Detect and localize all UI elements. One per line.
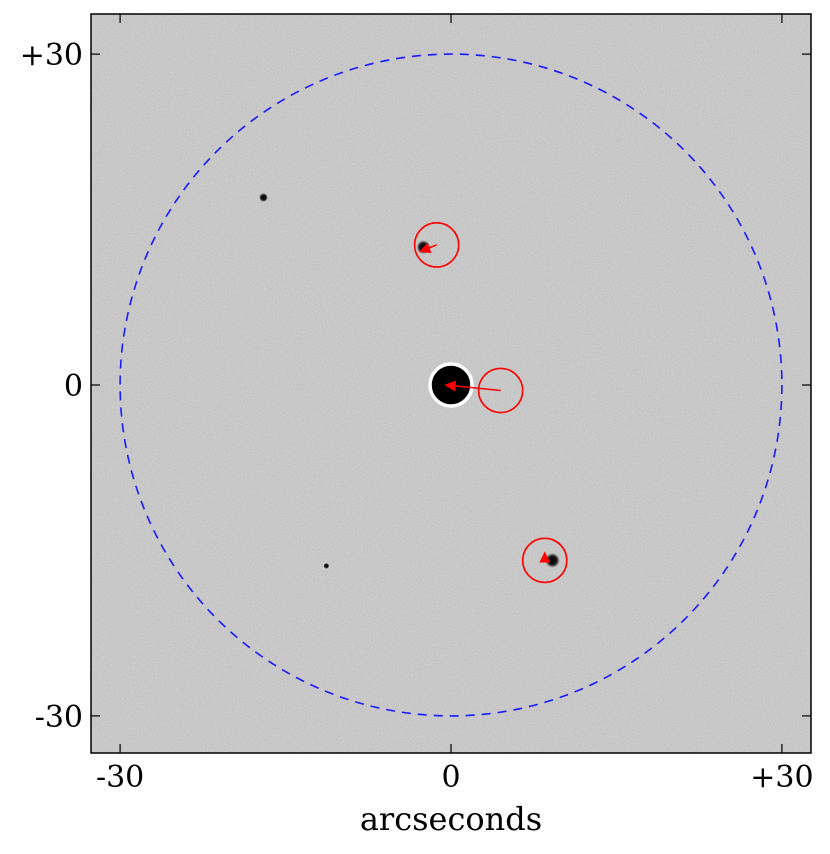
y-ticks: +30 0 -30 <box>20 38 811 735</box>
y-tick-label-1: 0 <box>64 369 83 404</box>
y-tick-label-0: +30 <box>20 38 83 73</box>
source-arrow-0 <box>419 242 437 253</box>
field-circle <box>119 53 783 717</box>
x-tick-label-1: 0 <box>441 760 460 795</box>
image-area <box>91 14 811 753</box>
x-axis-label: arcseconds <box>360 800 542 838</box>
source-arrow-1 <box>444 380 501 392</box>
faint-star-2 <box>416 240 431 255</box>
x-tick-label-2: +30 <box>750 760 813 795</box>
source-circle-1 <box>477 367 524 414</box>
faint-star-1 <box>323 562 330 569</box>
target-ring <box>428 362 474 408</box>
faint-star-0 <box>259 193 268 202</box>
y-tick-label-2: -30 <box>35 700 83 735</box>
field-circle-group <box>119 53 783 717</box>
x-tick-label-0: -30 <box>96 760 144 795</box>
x-ticks: -30 0 +30 <box>96 14 814 795</box>
source-circle-2 <box>521 537 568 584</box>
source-circle-0 <box>413 222 460 268</box>
faint-star-3 <box>545 552 560 568</box>
sources-group <box>413 222 568 584</box>
